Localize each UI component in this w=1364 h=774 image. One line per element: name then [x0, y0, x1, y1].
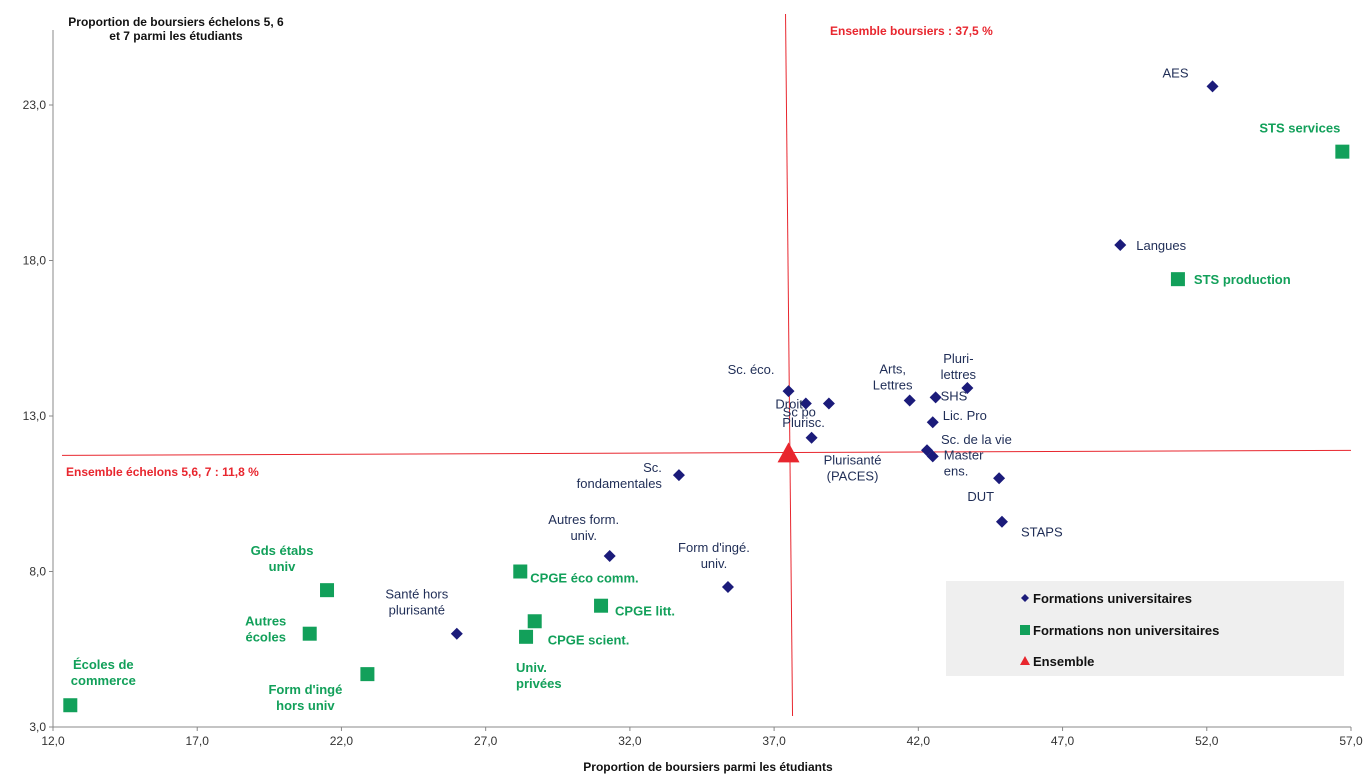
point-label: Form d'ingé. univ. — [678, 540, 750, 571]
diamond-marker — [721, 581, 734, 594]
square-marker — [513, 564, 528, 579]
point-label: Sc. de la vie — [941, 432, 1012, 447]
diamond-marker — [1114, 238, 1127, 251]
square-marker — [320, 583, 335, 598]
point-label: SHS — [941, 388, 968, 403]
point-label: CPGE litt. — [615, 604, 675, 619]
y-tick-label: 8,0 — [29, 565, 46, 579]
square-marker — [302, 626, 317, 641]
point-label: Écoles de commerce — [71, 657, 136, 688]
square-marker — [519, 629, 534, 644]
point-label: Gds étabs univ — [251, 543, 314, 574]
diamond-marker — [603, 549, 616, 562]
point-label: CPGE éco comm. — [530, 571, 638, 586]
point-label: AES — [1163, 65, 1189, 80]
point-label: Autres form. univ. — [548, 512, 619, 543]
legend: Formations universitaires Formations non … — [946, 581, 1344, 676]
legend-diamond-icon — [1021, 594, 1029, 602]
point-label: Sc po — [783, 405, 816, 420]
x-tick-label: 42,0 — [907, 734, 931, 748]
diamond-marker — [961, 382, 974, 395]
vertical-reference-line — [785, 13, 794, 717]
point-label: Santé hors plurisanté — [385, 587, 448, 618]
y-tick-label: 13,0 — [23, 409, 47, 423]
diamond-marker — [805, 431, 818, 444]
point-label: Sc. éco. — [728, 362, 775, 377]
diamond-marker — [929, 391, 942, 404]
square-marker — [63, 698, 78, 713]
x-tick-label: 12,0 — [41, 734, 65, 748]
ensemble-marker — [777, 442, 800, 463]
x-tick-label: 32,0 — [618, 734, 642, 748]
diamond-marker — [799, 397, 812, 410]
point-label: Autres écoles — [245, 614, 286, 645]
y-tick-label: 3,0 — [29, 720, 46, 734]
point-label: Pluri-lettres — [941, 351, 977, 382]
diamond-marker — [926, 416, 939, 429]
point-label: Univ. privées — [516, 660, 562, 691]
diamond-marker — [672, 469, 685, 482]
data-points — [63, 80, 1350, 713]
square-marker — [360, 667, 375, 682]
point-label: Plurisc. — [782, 415, 825, 430]
point-label: Lic. Pro — [943, 408, 987, 423]
square-marker — [1170, 272, 1185, 287]
legend-label: Ensemble — [1033, 654, 1094, 669]
diamond-marker — [993, 472, 1006, 485]
diamond-marker — [995, 515, 1008, 528]
horizontal-reference-label: Ensemble échelons 5,6, 7 : 11,8 % — [66, 465, 259, 479]
legend-triangle-icon — [1020, 656, 1030, 665]
chart-title: Proportion de boursiers échelons 5, 6 et … — [68, 15, 284, 43]
diamond-marker — [1206, 80, 1219, 93]
point-label: Sc. fondamentales — [577, 460, 663, 491]
axes — [52, 30, 1351, 728]
legend-label: Formations universitaires — [1033, 591, 1192, 606]
diamond-marker — [450, 627, 463, 640]
x-tick-label: 22,0 — [330, 734, 354, 748]
horizontal-reference-line — [61, 449, 1352, 456]
square-marker — [527, 614, 542, 629]
y-tick-label: 23,0 — [23, 98, 47, 112]
reference-lines: Ensemble boursiers : 37,5 % Ensemble éche… — [61, 13, 1352, 717]
x-tick-label: 37,0 — [762, 734, 786, 748]
diamond-marker — [822, 397, 835, 410]
x-tick-label: 57,0 — [1339, 734, 1363, 748]
point-label: Master ens. — [944, 447, 984, 478]
square-marker — [1335, 144, 1350, 159]
point-label: CPGE scient. — [548, 632, 630, 647]
point-label: DUT — [967, 489, 994, 504]
x-axis-title: Proportion de boursiers parmi les étudia… — [583, 760, 833, 774]
square-marker — [594, 598, 609, 613]
point-label: Langues — [1136, 238, 1186, 253]
x-tick-label: 47,0 — [1051, 734, 1075, 748]
x-tick-label: 17,0 — [186, 734, 210, 748]
legend-square-icon — [1020, 625, 1030, 635]
vertical-reference-label: Ensemble boursiers : 37,5 % — [830, 24, 993, 38]
legend-label: Formations non universitaires — [1033, 623, 1219, 638]
point-label: STAPS — [1021, 525, 1063, 540]
legend-background — [946, 581, 1344, 676]
x-tick-label: 27,0 — [474, 734, 498, 748]
point-label: Droit — [775, 397, 803, 412]
diamond-marker — [903, 394, 916, 407]
x-ticks: 12,0 17,0 22,0 27,0 32,0 37,0 42,0 47,0 52,0 57,0 — [41, 727, 1363, 748]
point-label: Plurisanté (PACES) — [824, 452, 882, 483]
y-ticks: 3,0 8,0 13,0 18,0 23,0 — [23, 98, 53, 734]
point-label: STS production — [1194, 272, 1291, 287]
point-label: STS services — [1259, 121, 1340, 136]
y-tick-label: 18,0 — [23, 254, 47, 268]
point-label: Arts, Lettres — [873, 361, 913, 392]
diamond-marker — [926, 450, 939, 463]
point-label: Form d'ingé hors univ — [268, 682, 342, 713]
diamond-marker — [782, 385, 795, 398]
x-tick-label: 52,0 — [1195, 734, 1219, 748]
